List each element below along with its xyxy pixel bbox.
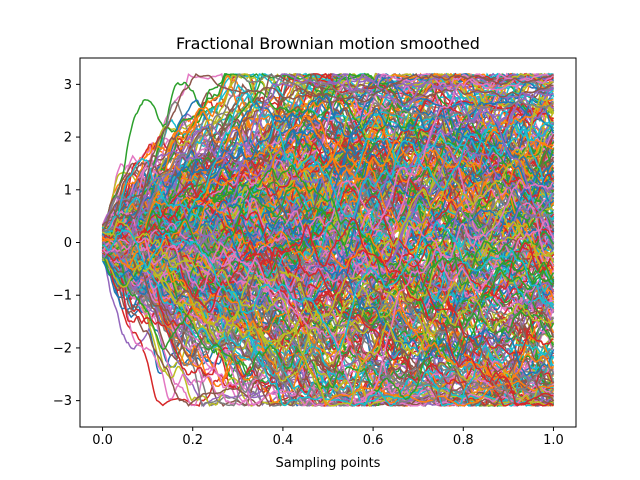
y-tick-label: −1 xyxy=(53,289,72,304)
series-line xyxy=(102,90,554,234)
y-tick-label: −2 xyxy=(53,341,72,356)
series-layer xyxy=(101,72,555,408)
series-line xyxy=(102,217,554,407)
series-line xyxy=(101,72,554,260)
series-line xyxy=(102,240,554,401)
series-line xyxy=(101,208,555,291)
series-line xyxy=(102,123,554,278)
x-tick-label: 0.0 xyxy=(92,433,113,448)
series-line xyxy=(102,73,554,260)
x-axis: 0.0 0.2 0.4 0.6 0.8 1.0 xyxy=(92,427,564,448)
x-tick-label: 1.0 xyxy=(543,433,564,448)
chart-title: Fractional Brownian motion smoothed xyxy=(176,34,480,53)
series-line xyxy=(101,134,555,229)
series-line xyxy=(102,73,554,236)
series-line xyxy=(101,164,555,296)
series-line xyxy=(101,73,555,261)
x-tick-label: 0.2 xyxy=(182,433,203,448)
series-line xyxy=(101,149,554,276)
series-line xyxy=(102,238,554,407)
series-line xyxy=(102,97,555,352)
y-tick-label: 3 xyxy=(64,78,72,93)
series-line xyxy=(101,73,554,232)
x-axis-label: Sampling points xyxy=(276,456,381,471)
y-tick-label: −3 xyxy=(53,394,72,409)
series-line xyxy=(101,181,554,356)
y-tick-label: 1 xyxy=(64,183,72,198)
series-line xyxy=(102,178,554,404)
series-line xyxy=(101,114,554,255)
series-line xyxy=(102,233,555,405)
y-tick-label: 0 xyxy=(64,236,72,251)
series-line xyxy=(102,94,554,259)
series-line xyxy=(102,91,555,249)
series-line xyxy=(102,210,555,312)
y-tick-label: 2 xyxy=(64,131,72,146)
series-line xyxy=(102,200,555,381)
x-tick-label: 0.8 xyxy=(453,433,474,448)
y-axis: −3 −2 −1 0 1 2 3 xyxy=(53,78,80,409)
series-line xyxy=(101,73,555,269)
x-tick-label: 0.6 xyxy=(363,433,384,448)
series-line xyxy=(101,80,555,261)
series-line xyxy=(102,220,555,352)
x-tick-label: 0.4 xyxy=(273,433,294,448)
series-line xyxy=(101,103,554,253)
series-line xyxy=(101,227,554,407)
